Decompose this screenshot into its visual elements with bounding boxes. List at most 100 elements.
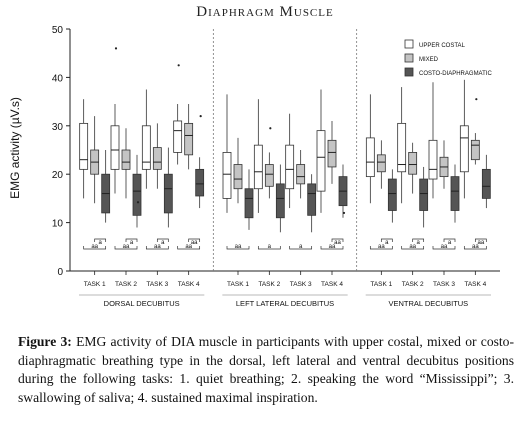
task-label: TASK 4 [321,281,343,288]
box [365,137,375,178]
sig-bracket-bottom [177,246,201,250]
sig-bracket-top [331,238,344,242]
task-label: TASK 1 [370,281,392,288]
sig-bracket-bottom [145,246,169,250]
sig-bracket-top [474,238,487,242]
outlier-point [136,201,140,204]
box [152,147,162,170]
box [307,183,317,216]
sig-bracket-top [443,238,456,242]
sig-bracket-bottom [432,246,456,250]
box [316,130,326,192]
sig-bracket-bottom [226,246,250,250]
sig-bracket-bottom [463,246,487,250]
figure-caption: Figure 3: EMG activity of DIA muscle in … [18,333,514,407]
y-axis-label: EMG activity (µV.s) [8,97,22,199]
legend-label: COSTO-DIAPHRAGMATIC [419,71,492,77]
sig-bracket-top [380,238,393,242]
legend-label: UPPER COSTAL [419,43,466,49]
box [195,168,205,197]
y-tick-label: 20 [52,170,64,181]
sig-bracket-top [156,238,169,242]
sig-mark-bottom: a [268,244,272,250]
sig-bracket-bottom [320,246,344,250]
box [296,164,306,185]
box [408,152,418,175]
box [79,122,89,170]
box [173,120,183,153]
sig-bracket-bottom [83,246,107,250]
group-label: LEFT LATERAL DECUBITUS [236,299,334,308]
outlier-point [475,98,478,101]
sig-mark-bottom: aa [185,244,192,250]
box [110,125,120,170]
box [121,149,131,170]
box [419,178,429,211]
task-label: TASK 2 [258,281,280,288]
sig-mark-bottom: aa [378,244,385,250]
sig-mark-bottom: aa [441,244,448,250]
sig-mark-bottom: a [299,244,303,250]
task-label: TASK 3 [290,281,312,288]
sig-mark-bottom: aa [123,244,130,250]
box [285,144,295,190]
box [397,122,407,173]
box [264,164,274,187]
box [481,168,491,199]
boxplot-chart: Diaphragm Muscle EMG activity (µV.s) 0 10… [8,4,500,308]
box [184,122,194,156]
box [387,178,397,211]
sig-mark-bottom: aa [154,244,161,250]
sig-bracket-bottom [401,246,425,250]
y-tick-label: 10 [52,219,64,230]
sig-bracket-bottom [289,246,313,250]
legend-swatch [404,67,414,77]
box [244,188,254,219]
sig-mark-top: a [416,240,420,246]
y-tick-label: 30 [52,122,64,133]
legend-swatch [404,39,414,49]
group-label: DORSAL DECUBITUS [104,299,180,308]
group-label: VENTRAL DECUBITUS [388,299,468,308]
chart-title: Diaphragm Muscle [196,4,333,20]
sig-mark-bottom: aa [409,244,416,250]
task-label: TASK 1 [227,281,249,288]
outlier-point [177,64,180,67]
axes: 0 10 20 30 40 50 TASK 1 TASK 2 TASK 3 TASK 4 DORSA… [52,25,500,308]
sig-mark-top: a [448,240,452,246]
box [253,144,263,190]
box [141,125,151,170]
sig-mark-top: aa [477,240,484,246]
task-label: TASK 2 [402,281,424,288]
y-tick-label: 0 [57,267,63,278]
task-label: TASK 4 [464,281,486,288]
sig-bracket-bottom [369,246,393,250]
outlier-point [199,115,202,118]
sig-bracket-bottom [114,246,138,250]
sig-mark-bottom: aa [472,244,479,250]
task-label: TASK 4 [178,281,200,288]
sig-mark-top: a [385,240,389,246]
task-label: TASK 3 [146,281,168,288]
sig-mark-top: aa [191,240,198,246]
y-tick-label: 40 [52,73,64,84]
caption-text: EMG activity of DIA muscle in participan… [18,334,515,405]
sig-mark-top: a [130,240,134,246]
box [275,183,285,219]
sig-mark-top: a [161,240,165,246]
outlier-point [269,127,272,130]
sig-bracket-top [94,238,107,242]
box [450,176,460,211]
box [459,125,469,173]
caption-label: Figure 3: [18,334,72,349]
box [222,152,232,199]
task-label: TASK 3 [433,281,455,288]
box [428,139,438,180]
task-label: TASK 2 [115,281,137,288]
box [376,154,386,173]
sig-bracket-top [125,238,138,242]
sig-mark-bottom: aa [235,244,242,250]
sig-mark-top: aa [334,240,341,246]
box [233,164,243,190]
